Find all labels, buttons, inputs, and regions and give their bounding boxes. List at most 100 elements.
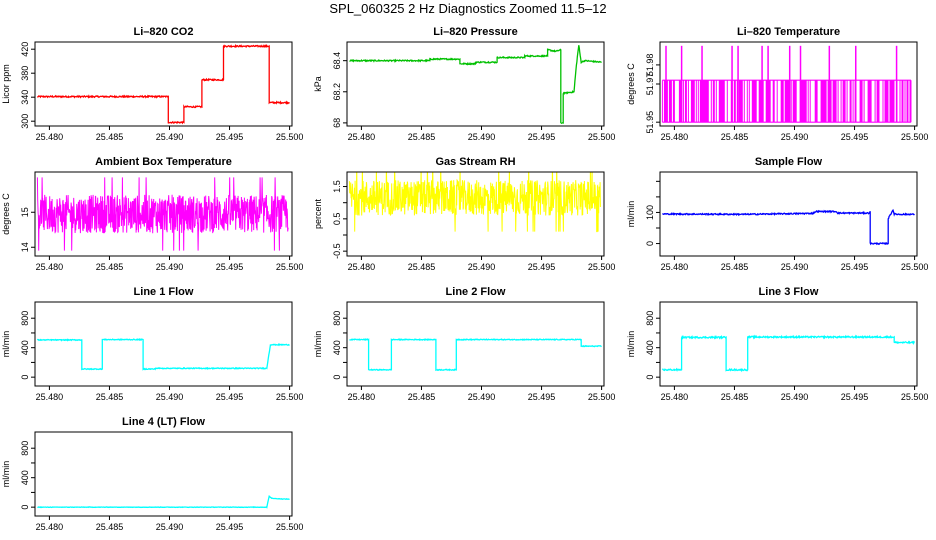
- series-line: [36, 338, 290, 371]
- y-tick-label: 400: [645, 340, 655, 355]
- x-tick-label: 25.485: [721, 262, 749, 272]
- y-axis-label: ml/min: [626, 331, 636, 358]
- x-tick-label: 25.500: [901, 392, 929, 402]
- chart-panel-10: Line 4 (LT) Flow ml/min 25.480 25.485 25.490…: [1, 416, 303, 532]
- chart-panel-6: Sample Flow ml/min 25.480 25.485 25.490 25.49…: [626, 156, 928, 272]
- series-line: [661, 334, 916, 373]
- data-layer: [37, 495, 290, 509]
- x-tick-label: 25.500: [901, 132, 929, 142]
- y-tick-label: 15: [20, 207, 30, 217]
- chart-title: Gas Stream RH: [435, 156, 515, 168]
- series-line: [349, 338, 602, 372]
- chart-panel-7: Line 1 Flow ml/min 25.480 25.485 25.490 25.49…: [1, 286, 303, 402]
- x-tick-label: 25.485: [408, 132, 436, 142]
- y-axis-label: ml/min: [626, 201, 636, 228]
- plot-frame: [659, 301, 918, 387]
- y-tick-label: 800: [20, 311, 30, 326]
- x-tick-label: 25.495: [216, 262, 244, 272]
- y-tick-label: 380: [20, 66, 30, 81]
- y-tick-label: 420: [20, 42, 30, 57]
- chart-panel-5: Gas Stream RH percent 25.480 25.485 25.490 25…: [313, 156, 615, 272]
- y-tick-label: 0: [645, 375, 655, 380]
- x-tick-label: 25.500: [588, 392, 616, 402]
- x-tick-label: 25.495: [528, 262, 556, 272]
- y-tick-label: 51.97: [645, 73, 655, 96]
- y-tick-label: 800: [20, 441, 30, 456]
- x-tick-label: 25.500: [588, 262, 616, 272]
- data-layer: [662, 208, 915, 246]
- x-tick-label: 25.500: [276, 132, 304, 142]
- x-tick-label: 25.480: [661, 132, 689, 142]
- x-tick-label: 25.480: [36, 522, 64, 532]
- series-line: [37, 495, 290, 509]
- y-tick-label: 51.95: [645, 111, 655, 134]
- data-layer: [661, 45, 912, 123]
- x-tick-label: 25.495: [528, 392, 556, 402]
- y-tick-label: 400: [20, 470, 30, 485]
- chart-panel-9: Line 3 Flow ml/min 25.480 25.485 25.490 25.49…: [626, 286, 928, 402]
- data-layer: [348, 172, 601, 233]
- y-tick-label: 0.5: [332, 213, 342, 226]
- y-tick-label: -0.5: [332, 243, 342, 259]
- x-tick-label: 25.480: [36, 262, 64, 272]
- series-line: [349, 45, 602, 125]
- data-layer: [36, 43, 290, 125]
- y-tick-label: 800: [645, 311, 655, 326]
- x-tick-label: 25.500: [901, 262, 929, 272]
- y-axis-label: degrees C: [1, 193, 11, 235]
- x-tick-label: 25.485: [721, 392, 749, 402]
- y-tick-label: 68: [332, 118, 342, 128]
- y-tick-label: 68.2: [332, 83, 342, 101]
- x-tick-label: 25.495: [841, 132, 869, 142]
- y-tick-label: 0: [645, 241, 655, 246]
- chart-title: Ambient Box Temperature: [95, 156, 232, 168]
- page-title: SPL_060325 2 Hz Diagnostics Zoomed 11.5–…: [329, 1, 607, 16]
- x-tick-label: 25.490: [156, 522, 184, 532]
- plot-frame: [346, 41, 605, 127]
- series-spikes: [661, 80, 912, 123]
- x-tick-label: 25.490: [781, 392, 809, 402]
- x-tick-label: 25.490: [468, 392, 496, 402]
- plot-frame: [346, 301, 605, 387]
- x-tick-label: 25.485: [96, 392, 124, 402]
- y-axis-label: ml/min: [313, 331, 323, 358]
- y-tick-label: 51.98: [645, 54, 655, 77]
- y-axis-label: Licor ppm: [1, 64, 11, 104]
- series-line: [36, 43, 290, 125]
- x-tick-label: 25.490: [468, 132, 496, 142]
- x-tick-label: 25.480: [661, 392, 689, 402]
- chart-title: Line 1 Flow: [134, 286, 194, 298]
- series-line: [348, 172, 601, 233]
- x-tick-label: 25.500: [276, 392, 304, 402]
- y-tick-label: 100: [645, 205, 655, 220]
- plot-frame: [34, 171, 293, 257]
- y-axis-label: ml/min: [1, 461, 11, 488]
- chart-panel-1: Li–820 CO2 Licor ppm 25.480 25.485 25.490 25.…: [1, 26, 303, 142]
- x-tick-label: 25.495: [841, 262, 869, 272]
- x-tick-label: 25.485: [408, 392, 436, 402]
- plot-frame: [34, 431, 293, 517]
- x-tick-label: 25.490: [781, 132, 809, 142]
- chart-title: Li–820 CO2: [134, 26, 194, 38]
- chart-title: Li–820 Temperature: [737, 26, 840, 38]
- y-tick-label: 0: [20, 505, 30, 510]
- x-tick-label: 25.495: [216, 392, 244, 402]
- x-tick-label: 25.485: [96, 132, 124, 142]
- chart-panel-2: Li–820 Pressure kPa 25.480 25.485 25.490 25.4…: [313, 26, 615, 142]
- y-tick-label: 400: [332, 340, 342, 355]
- x-tick-label: 25.495: [841, 392, 869, 402]
- x-tick-label: 25.480: [348, 262, 376, 272]
- data-layer: [661, 334, 916, 373]
- x-tick-label: 25.490: [156, 132, 184, 142]
- series-line: [662, 208, 915, 246]
- y-axis-label: degrees C: [626, 63, 636, 105]
- x-tick-label: 25.485: [96, 522, 124, 532]
- chart-title: Line 2 Flow: [446, 286, 506, 298]
- y-tick-label: 14: [20, 242, 30, 252]
- plot-frame: [659, 171, 918, 257]
- series-line: [36, 177, 289, 251]
- x-tick-label: 25.500: [588, 132, 616, 142]
- data-layer: [349, 45, 602, 125]
- x-tick-label: 25.495: [216, 132, 244, 142]
